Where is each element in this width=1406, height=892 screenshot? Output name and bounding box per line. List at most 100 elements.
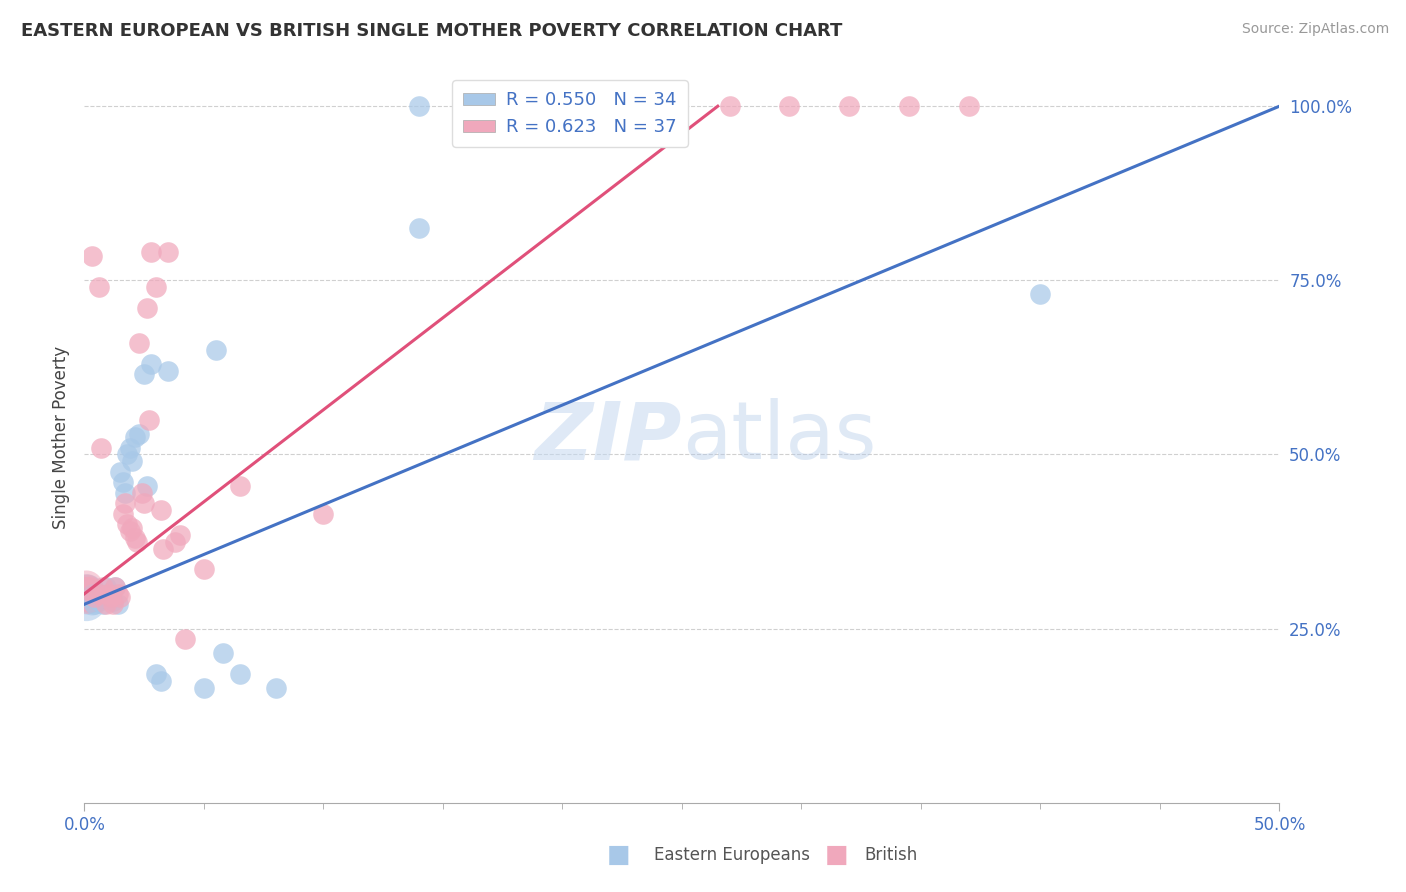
Point	[83, 593, 105, 607]
Point	[193, 681, 215, 695]
Point	[80, 587, 103, 601]
Point	[152, 541, 174, 556]
Point	[503, 99, 526, 113]
Text: atlas: atlas	[682, 398, 876, 476]
Point	[111, 475, 134, 490]
Point	[718, 99, 741, 113]
Point	[93, 580, 115, 594]
Point	[77, 591, 100, 605]
Point	[79, 590, 101, 604]
Point	[141, 357, 163, 371]
Point	[132, 368, 156, 382]
Point	[94, 597, 117, 611]
Point	[135, 479, 157, 493]
Point	[101, 594, 124, 608]
Text: ZIP: ZIP	[534, 398, 682, 476]
Point	[76, 583, 98, 598]
Point	[101, 597, 124, 611]
Point	[408, 221, 430, 235]
Point	[898, 99, 921, 113]
Point	[90, 591, 112, 605]
Point	[97, 587, 120, 601]
Point	[93, 597, 115, 611]
Point	[77, 587, 100, 601]
Point	[121, 454, 143, 468]
Point	[104, 580, 127, 594]
Point	[121, 521, 143, 535]
Point	[104, 580, 127, 594]
Point	[588, 99, 610, 113]
Point	[76, 591, 98, 605]
Point	[77, 591, 100, 605]
Point	[75, 588, 97, 602]
Point	[97, 587, 120, 601]
Point	[117, 517, 139, 532]
Point	[86, 587, 108, 601]
Point	[408, 99, 430, 113]
Point	[779, 99, 801, 113]
Point	[145, 667, 167, 681]
Point	[100, 591, 122, 605]
Point	[80, 587, 103, 601]
Point	[118, 524, 141, 538]
Point	[90, 441, 112, 455]
Point	[87, 594, 110, 608]
Point	[77, 588, 100, 602]
Point	[193, 562, 215, 576]
Point	[75, 580, 97, 594]
Point	[124, 430, 146, 444]
Point	[83, 597, 105, 611]
Point	[79, 592, 101, 607]
Text: Eastern Europeans: Eastern Europeans	[654, 846, 810, 863]
Point	[80, 249, 103, 263]
Point	[212, 646, 235, 660]
Point	[838, 99, 860, 113]
Point	[173, 632, 195, 646]
Point	[145, 280, 167, 294]
Point	[128, 336, 150, 351]
Point	[76, 581, 98, 595]
Point	[77, 583, 100, 598]
Y-axis label: Single Mother Poverty: Single Mother Poverty	[52, 345, 70, 529]
Point	[229, 479, 252, 493]
Point	[157, 364, 180, 378]
Point	[169, 527, 191, 541]
Point	[659, 99, 682, 113]
Point	[114, 485, 136, 500]
Point	[157, 245, 180, 260]
Point	[87, 280, 110, 294]
Point	[117, 448, 139, 462]
Point	[264, 681, 287, 695]
Point	[128, 426, 150, 441]
Point	[118, 441, 141, 455]
Point	[114, 496, 136, 510]
Point	[87, 587, 110, 601]
Point	[107, 597, 129, 611]
Text: ■: ■	[607, 843, 630, 866]
Text: British: British	[865, 846, 918, 863]
Point	[83, 591, 105, 605]
Point	[82, 591, 104, 606]
Point	[80, 595, 103, 609]
Point	[75, 594, 97, 608]
Point	[75, 585, 97, 599]
Point	[149, 503, 172, 517]
Point	[107, 587, 129, 601]
Point	[149, 673, 172, 688]
Point	[1029, 287, 1052, 301]
Point	[77, 592, 100, 607]
Point	[77, 583, 100, 598]
Legend: R = 0.550   N = 34, R = 0.623   N = 37: R = 0.550 N = 34, R = 0.623 N = 37	[451, 80, 688, 147]
Point	[135, 301, 157, 316]
Point	[957, 99, 980, 113]
Point	[111, 507, 134, 521]
Point	[312, 507, 335, 521]
Point	[125, 534, 148, 549]
Point	[110, 465, 132, 479]
Point	[132, 496, 156, 510]
Point	[131, 485, 153, 500]
Point	[110, 591, 132, 605]
Point	[138, 412, 160, 426]
Text: Source: ZipAtlas.com: Source: ZipAtlas.com	[1241, 22, 1389, 37]
Point	[229, 667, 252, 681]
